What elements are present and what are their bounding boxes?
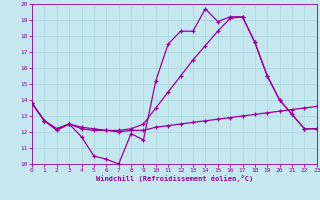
- X-axis label: Windchill (Refroidissement éolien,°C): Windchill (Refroidissement éolien,°C): [96, 175, 253, 182]
